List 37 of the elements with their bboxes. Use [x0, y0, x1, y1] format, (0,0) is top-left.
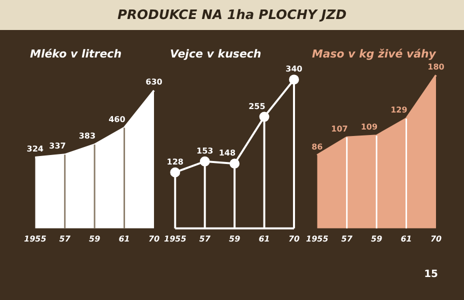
x-tick-label: 1955 [306, 234, 329, 244]
chart-title: Vejce v kusech [170, 47, 262, 60]
data-label: 86 [312, 142, 324, 152]
x-tick-label: 61 [258, 234, 270, 244]
data-label: 148 [218, 148, 236, 158]
x-tick-label: 57 [341, 234, 353, 244]
x-tick-label: 59 [88, 234, 101, 244]
chart-title: Maso v kg živé váhy [312, 47, 437, 60]
text: 15 [424, 269, 438, 280]
x-tick-label: 57 [59, 234, 71, 244]
data-label: 107 [331, 124, 348, 134]
data-label: 383 [78, 132, 96, 141]
x-tick-label: 70 [148, 234, 160, 244]
x-tick-label: 1955 [164, 234, 187, 244]
x-tick-label: 1955 [24, 234, 47, 244]
data-label: 630 [146, 78, 163, 87]
x-tick-label: 61 [118, 234, 130, 244]
data-label: 255 [248, 102, 266, 111]
data-label: 180 [428, 62, 445, 72]
data-label: 340 [286, 64, 303, 74]
data-label: 128 [166, 157, 184, 166]
data-label: 337 [49, 142, 66, 151]
chart-title: Mléko v litrech [30, 47, 122, 60]
data-label: 324 [26, 144, 44, 154]
x-tick-label: 70 [288, 234, 300, 244]
data-label: 129 [390, 106, 408, 115]
text: PRODUKCE NA 1ha PLOCHY JZD [117, 8, 346, 23]
point [170, 167, 180, 178]
data-label: 153 [196, 146, 214, 156]
x-tick-label: 61 [400, 234, 412, 244]
x-tick-label: 59 [370, 234, 383, 244]
data-label: 109 [360, 122, 378, 132]
data-label: 460 [108, 114, 126, 124]
x-tick-label: 59 [228, 234, 241, 244]
point [259, 112, 270, 122]
x-tick-label: 57 [199, 234, 211, 244]
x-tick-label: 70 [430, 234, 442, 244]
